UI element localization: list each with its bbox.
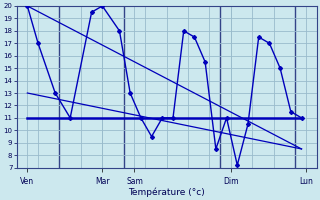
X-axis label: Température (°c): Température (°c) <box>128 187 205 197</box>
